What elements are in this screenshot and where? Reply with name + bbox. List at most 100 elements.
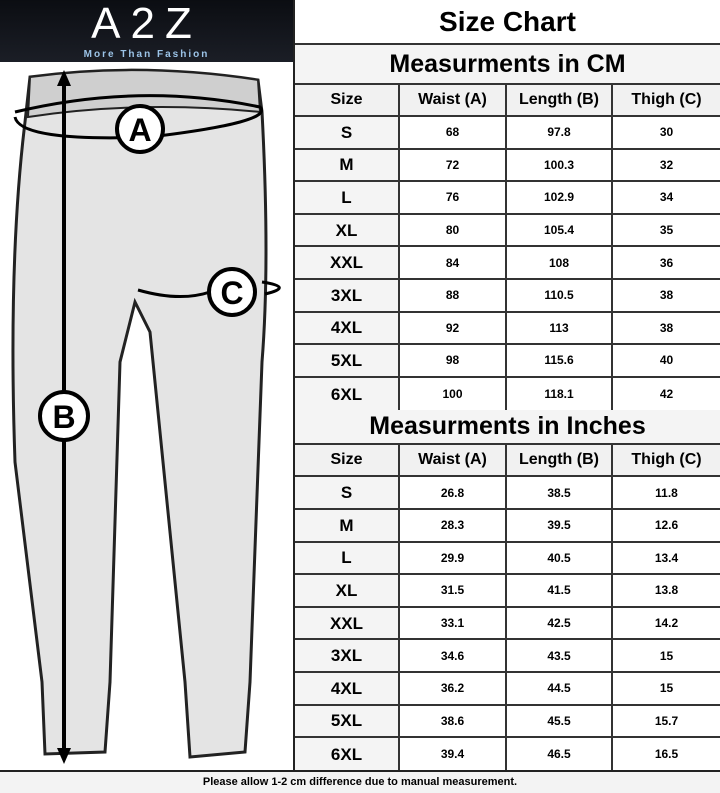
size-cell: 3XL: [295, 640, 400, 671]
measurement-cell: 38: [659, 320, 674, 335]
label-c-badge: C: [207, 267, 257, 317]
measurement-cell: 26.8: [400, 477, 507, 508]
table-row: L 29.9 40.5 13.4: [295, 542, 720, 576]
size-cell: M: [295, 509, 400, 541]
measurement-cell: 14.2: [654, 616, 679, 631]
measurement-cell: 15: [659, 648, 674, 663]
measurement-cell: 15: [659, 681, 674, 696]
measurement-cell: 36: [659, 255, 674, 270]
measurement-cell: 68: [400, 117, 507, 148]
measurement-cell: 13.8: [654, 583, 679, 598]
measurement-cell: 44.5: [507, 672, 613, 704]
brand-logo: A2Z More Than Fashion: [0, 0, 293, 62]
column-header: Thigh (C): [613, 445, 720, 476]
table-row: 6XL 100 118.1 42: [295, 377, 720, 411]
size-cell: XL: [295, 214, 400, 246]
arrow-head-top: [57, 70, 71, 86]
label-b-badge: B: [38, 390, 90, 442]
table-header-row: Size Waist (A) Length (B) Thigh (C): [295, 445, 720, 478]
size-cell: XXL: [295, 607, 400, 639]
measurement-cell: 46.5: [507, 738, 613, 771]
size-cell: L: [295, 182, 400, 213]
column-header: Length (B): [507, 85, 613, 115]
measurement-cell: 28.3: [400, 509, 507, 541]
measurement-cell: 76: [400, 182, 507, 213]
measurement-cell: 100.3: [507, 149, 613, 181]
measurement-cell: 97.8: [507, 117, 613, 148]
table-row: XL 31.5 41.5 13.8: [295, 575, 720, 608]
measurement-cell: 72: [400, 149, 507, 181]
measurement-cell: 40.5: [507, 542, 613, 574]
table-row: 5XL 38.6 45.5 15.7: [295, 705, 720, 739]
size-cell: 6XL: [295, 377, 400, 411]
measurement-cell: 38: [659, 288, 674, 303]
label-a: A: [128, 112, 151, 148]
pants-illustration: A C B: [11, 68, 281, 764]
measurement-cell: 42.5: [507, 607, 613, 639]
measurement-cell: 88: [400, 279, 507, 311]
measurement-disclaimer: Please allow 1-2 cm difference due to ma…: [0, 770, 720, 793]
column-header: Waist (A): [400, 445, 507, 476]
measurement-cell: 113: [507, 312, 613, 344]
measurement-cell: 105.4: [507, 214, 613, 246]
label-c: C: [220, 275, 243, 311]
measurement-cell: 11.8: [655, 485, 678, 500]
thigh-arrow: [137, 280, 281, 299]
column-header: Size: [295, 85, 400, 115]
table-row: 6XL 39.4 46.5 16.5: [295, 738, 720, 771]
waist-arrow: [13, 94, 264, 140]
size-chart: Size Chart Measurments in CM Size Waist (…: [295, 0, 720, 771]
measurement-cell: 15.7: [654, 713, 679, 728]
measurement-cell: 12.6: [654, 518, 679, 533]
measurement-cell: 29.9: [400, 542, 507, 574]
cm-heading: Measurments in CM: [295, 45, 720, 85]
size-cell: 4XL: [295, 312, 400, 344]
measurement-cell: 39.4: [400, 738, 507, 771]
size-cell: 4XL: [295, 672, 400, 704]
measurement-cell: 102.9: [507, 182, 613, 213]
table-row: XL 80 105.4 35: [295, 214, 720, 248]
measurement-cell: 34.6: [400, 640, 507, 671]
size-cell: 6XL: [295, 738, 400, 771]
table-row: L 76 102.9 34: [295, 182, 720, 215]
measurement-cell: 42: [659, 387, 674, 402]
label-b: B: [52, 399, 75, 435]
table-row: S 68 97.8 30: [295, 117, 720, 150]
table-row: XXL 84 108 36: [295, 247, 720, 280]
measurement-cell: 13.4: [654, 550, 679, 565]
measurement-cell: 38.5: [507, 477, 613, 508]
table-row: 4XL 92 113 38: [295, 312, 720, 346]
size-cell: 3XL: [295, 279, 400, 311]
measurement-cell: 80: [400, 214, 507, 246]
measurement-cell: 32: [659, 157, 674, 172]
table-row: 3XL 34.6 43.5 15: [295, 640, 720, 673]
measurement-cell: 84: [400, 247, 507, 278]
column-header: Waist (A): [400, 85, 507, 115]
size-cell: S: [295, 477, 400, 508]
arrow-head-bottom: [57, 748, 71, 764]
column-header: Thigh (C): [613, 85, 720, 115]
measurement-cell: 33.1: [400, 607, 507, 639]
table-header-row: Size Waist (A) Length (B) Thigh (C): [295, 85, 720, 117]
logo-tagline: More Than Fashion: [83, 49, 210, 60]
table-row: XXL 33.1 42.5 14.2: [295, 607, 720, 641]
size-cell: XXL: [295, 247, 400, 278]
measurement-cell: 100: [400, 377, 507, 411]
inches-heading: Measurments in Inches: [295, 410, 720, 446]
label-a-badge: A: [115, 104, 165, 154]
measurement-cell: 34: [659, 190, 674, 205]
table-row: M 72 100.3 32: [295, 149, 720, 183]
size-cell: M: [295, 149, 400, 181]
measurement-cell: 35: [659, 223, 674, 238]
measurement-cell: 43.5: [507, 640, 613, 671]
size-chart-title: Size Chart: [295, 0, 720, 45]
measurement-cell: 30: [659, 125, 674, 140]
measurement-cell: 31.5: [400, 575, 507, 606]
measurement-cell: 39.5: [507, 509, 613, 541]
size-cell: S: [295, 117, 400, 148]
measurement-cell: 115.6: [507, 345, 613, 376]
column-header: Size: [295, 445, 400, 476]
measurement-cell: 98: [400, 345, 507, 376]
measurement-cell: 110.5: [507, 279, 613, 311]
size-cell: L: [295, 542, 400, 574]
